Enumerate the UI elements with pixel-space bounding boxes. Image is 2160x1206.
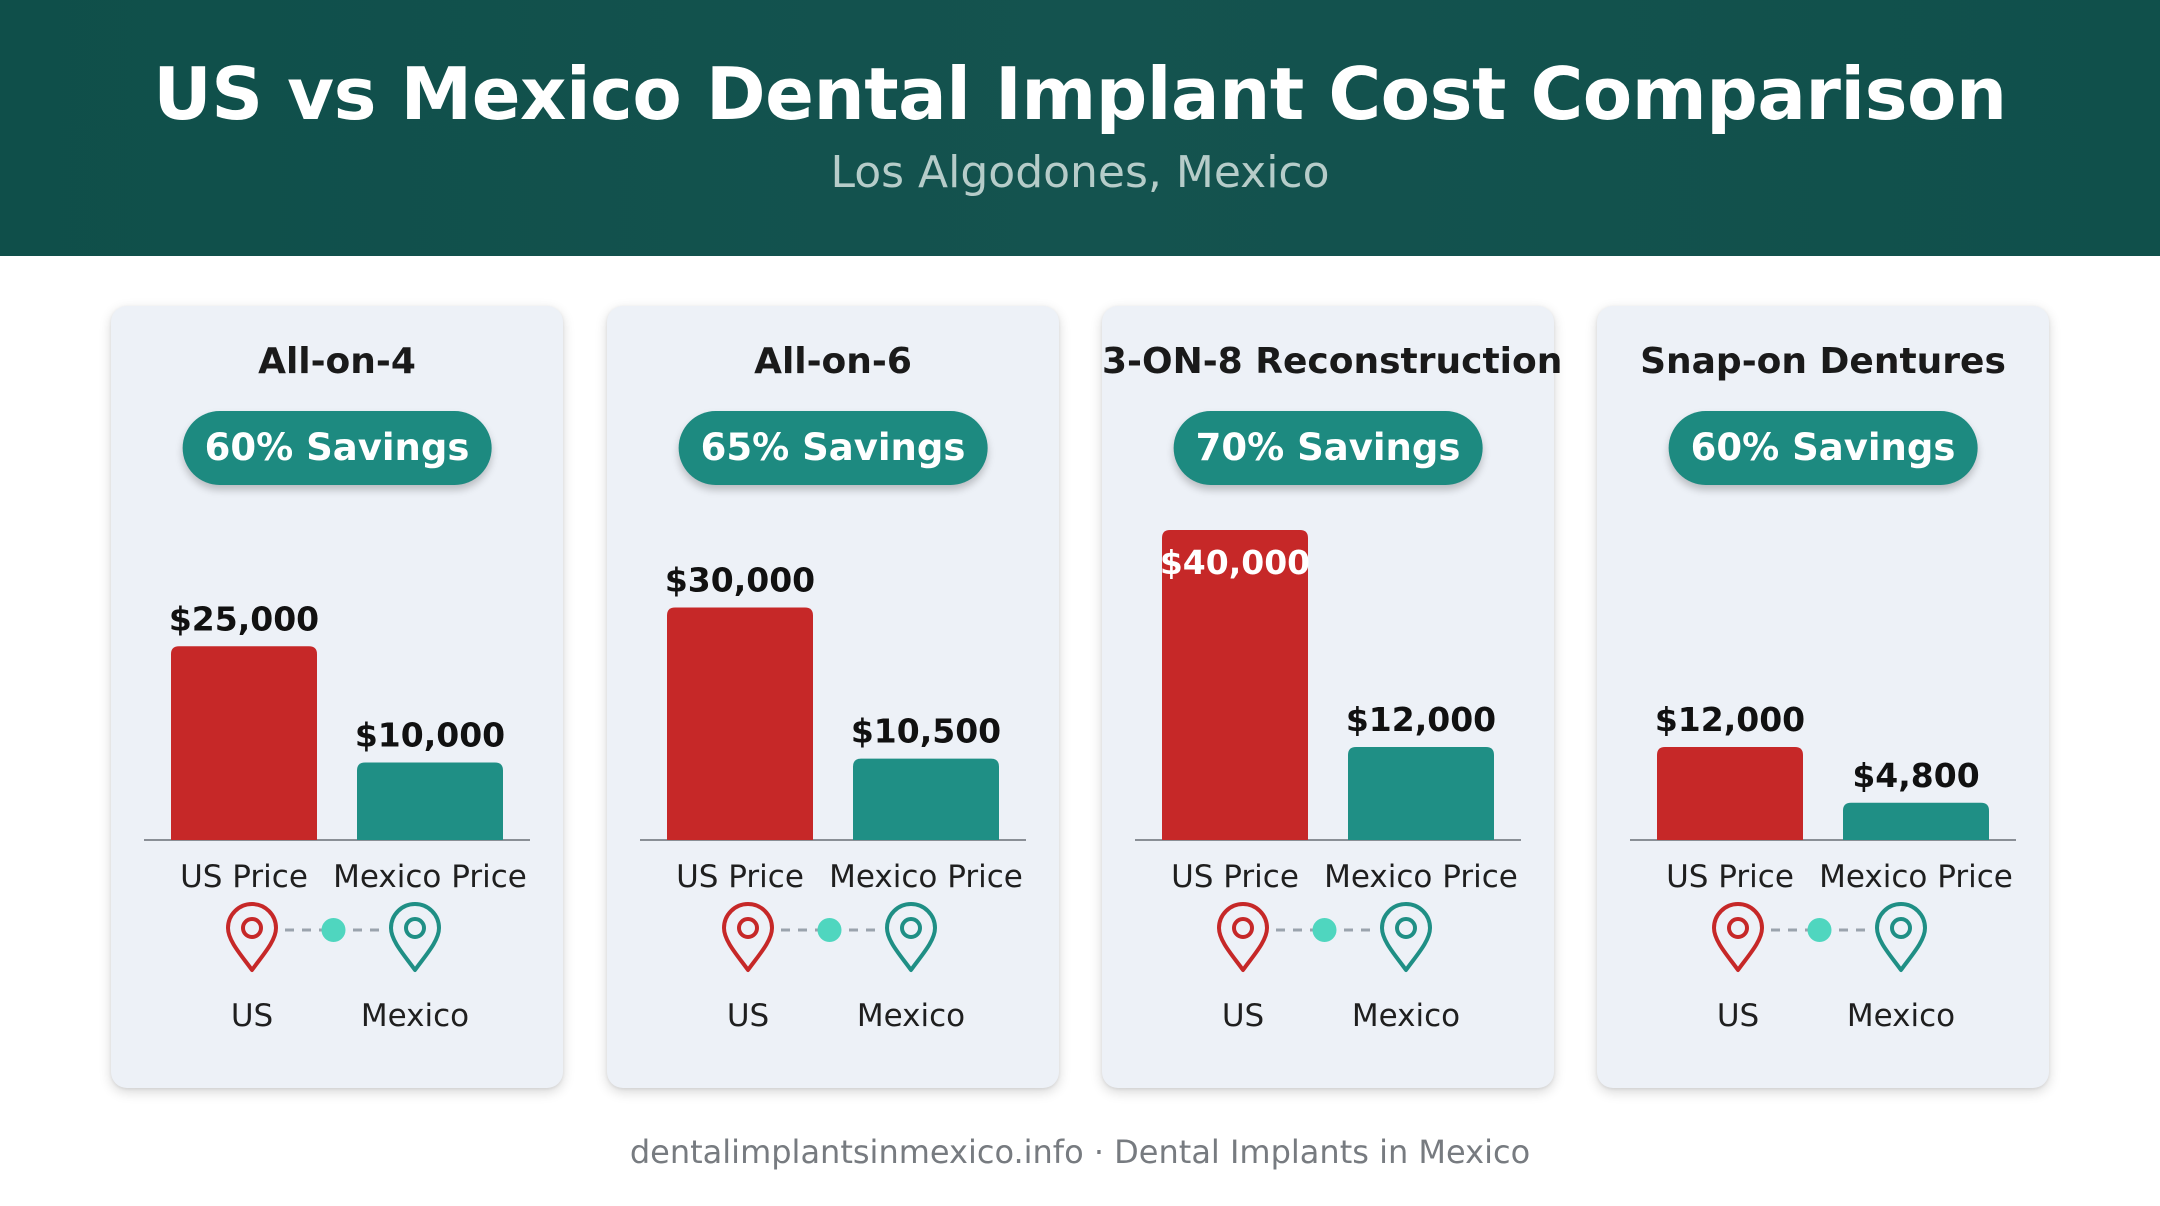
bar-chart: $25,000 US Price $10,000 Mexico Price US Mexi… [144, 599, 530, 1034]
bar-value-label: $30,000 [665, 561, 815, 600]
bar-value-label: $10,500 [851, 712, 1001, 751]
card-title: 3-ON-8 Reconstruction [1102, 341, 1563, 382]
category-label: Mexico Price [1819, 859, 2013, 895]
category-label: Mexico Price [333, 859, 527, 895]
location-label: US [1717, 998, 1759, 1034]
card-1: All-on-6 65% Savings $30,000 US Price $10,… [607, 306, 1059, 1088]
savings-badge: 60% Savings [182, 411, 492, 485]
category-label: US Price [676, 859, 804, 895]
category-label: Mexico Price [829, 859, 1023, 895]
location-label: Mexico [1352, 998, 1460, 1034]
footer-source: dentalimplantsinmexico.info · Dental Imp… [629, 1133, 1531, 1171]
location-label: Mexico [361, 998, 469, 1034]
card-title: All-on-4 [258, 341, 416, 382]
location-label: Mexico [857, 998, 965, 1034]
route-dot [817, 918, 842, 942]
route-dot [321, 918, 346, 942]
location-pin-icon [1712, 902, 1764, 972]
location-label: US [231, 998, 273, 1034]
bar-value-label: $40,000 [1160, 543, 1310, 582]
card-title: All-on-6 [754, 341, 912, 382]
page-subtitle: Los Algodones, Mexico [830, 147, 1330, 198]
mexico-price-bar [357, 762, 503, 840]
page-title: US vs Mexico Dental Implant Cost Compari… [153, 52, 2007, 136]
us-price-bar [1162, 530, 1308, 840]
category-label: Mexico Price [1324, 859, 1518, 895]
location-label: US [1222, 998, 1264, 1034]
category-label: US Price [1666, 859, 1794, 895]
location-pin-icon [226, 902, 278, 972]
bar-value-label: $12,000 [1655, 700, 1805, 739]
savings-badge: 60% Savings [1668, 411, 1978, 485]
location-pin-icon [1217, 902, 1269, 972]
card-title: Snap-on Dentures [1640, 341, 2006, 382]
savings-badge: 65% Savings [678, 411, 988, 485]
category-label: US Price [180, 859, 308, 895]
bar-value-label: $10,000 [355, 716, 505, 755]
bar-value-label: $12,000 [1346, 700, 1496, 739]
bar-chart: $40,000 US Price $12,000 Mexico Price US Mexi… [1135, 530, 1521, 1034]
mexico-price-bar [853, 758, 999, 840]
location-pin-icon [1380, 902, 1432, 972]
location-label: Mexico [1847, 998, 1955, 1034]
route-dot [1807, 918, 1832, 942]
header-banner: US vs Mexico Dental Implant Cost Compari… [0, 0, 2160, 256]
mexico-price-bar [1348, 747, 1494, 840]
bar-chart: $30,000 US Price $10,500 Mexico Price US Mexi… [640, 561, 1026, 1034]
location-pin-icon [885, 902, 937, 972]
us-price-bar [1657, 747, 1803, 840]
mexico-price-bar [1843, 802, 1989, 840]
savings-badge: 70% Savings [1173, 411, 1483, 485]
location-label: US [727, 998, 769, 1034]
card-0: All-on-4 60% Savings $25,000 US Price $10,… [111, 306, 563, 1088]
card-2: 3-ON-8 Reconstruction 70% Savings $40,00… [1102, 306, 1563, 1088]
location-pin-icon [722, 902, 774, 972]
bar-value-label: $25,000 [169, 599, 319, 638]
bar-value-label: $4,800 [1852, 756, 1979, 795]
route-dot [1312, 918, 1337, 942]
location-pin-icon [389, 902, 441, 972]
us-price-bar [171, 646, 317, 840]
category-label: US Price [1171, 859, 1299, 895]
bar-chart: $12,000 US Price $4,800 Mexico Price US Mexic… [1630, 700, 2016, 1034]
card-3: Snap-on Dentures 60% Savings $12,000 US P… [1597, 306, 2049, 1088]
us-price-bar [667, 607, 813, 840]
location-pin-icon [1875, 902, 1927, 972]
